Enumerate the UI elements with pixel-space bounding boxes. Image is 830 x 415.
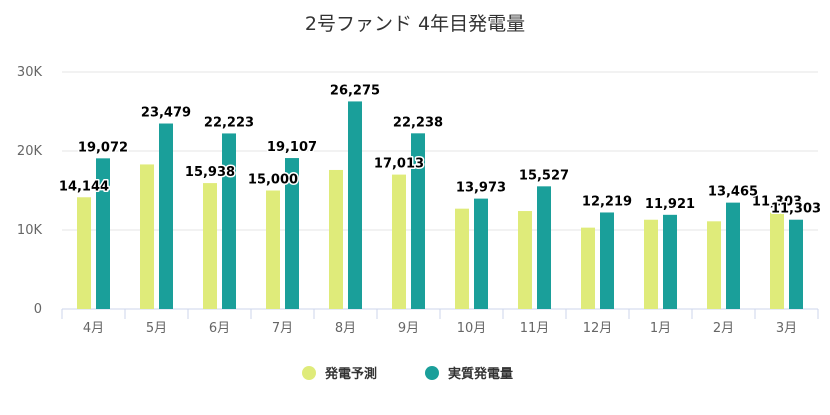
bar-actual[interactable] [663, 214, 677, 309]
x-tick-label: 3月 [776, 321, 797, 336]
x-tick-label: 1月 [650, 321, 671, 336]
x-axis: 4月 5月 6月 7月 8月 9月 10月 11月 12月 1月 2月 3月 [61, 309, 819, 336]
y-tick-label: 30K [17, 65, 43, 80]
x-tick-label: 4月 [83, 321, 104, 336]
legend-item-forecast[interactable]: 発電予測 [302, 366, 377, 382]
x-tick-label: 2月 [713, 321, 734, 336]
bar-forecast[interactable] [770, 212, 784, 309]
y-tick-label: 20K [17, 144, 43, 159]
data-label-actual: 22,238 [393, 115, 443, 130]
data-label-actual: 11,303 [771, 202, 821, 217]
bar-actual[interactable] [222, 133, 236, 309]
bar-actual[interactable] [537, 186, 551, 309]
data-label-forecast: 15,000 [248, 173, 298, 188]
bar-forecast[interactable] [518, 211, 532, 309]
bar-actual[interactable] [789, 219, 803, 309]
bar-forecast[interactable] [707, 221, 721, 309]
data-labels: 14,144 15,938 15,000 17,013 11,303 19,072 23,4… [57, 82, 822, 218]
x-tick-label: 11月 [520, 321, 550, 336]
bar-forecast[interactable] [644, 219, 658, 309]
bar-actual[interactable] [600, 212, 614, 309]
bar-actual[interactable] [726, 202, 740, 309]
data-label-actual: 12,219 [582, 194, 632, 209]
data-label-actual: 15,527 [519, 168, 569, 183]
data-label-actual: 19,107 [267, 140, 317, 155]
bar-actual[interactable] [159, 123, 173, 309]
bar-forecast[interactable] [203, 183, 217, 309]
bar-actual[interactable] [474, 198, 488, 309]
data-label-actual: 13,465 [708, 185, 758, 200]
legend-label-actual: 実質発電量 [448, 366, 513, 382]
data-label-actual: 23,479 [141, 106, 191, 121]
y-tick-label: 10K [17, 223, 43, 238]
data-label-forecast: 11,303 [752, 195, 802, 210]
x-tick-label: 6月 [209, 321, 230, 336]
data-label-actual: 13,973 [456, 181, 506, 196]
data-label-actual: 19,072 [78, 140, 128, 155]
data-label-actual: 22,223 [204, 115, 254, 130]
x-tick-label: 12月 [583, 321, 613, 336]
data-label-forecast: 14,144 [59, 179, 109, 194]
bar-forecast[interactable] [140, 164, 154, 309]
y-tick-label: 0 [34, 302, 42, 317]
bar-forecast[interactable] [329, 169, 343, 309]
legend-swatch-actual [425, 366, 439, 380]
bar-forecast[interactable] [266, 190, 280, 310]
data-label-actual: 11,921 [645, 197, 695, 212]
legend-label-forecast: 発電予測 [324, 366, 377, 382]
y-axis: 0 10K 20K 30K [17, 65, 43, 317]
bar-forecast[interactable] [77, 197, 91, 309]
chart-title: 2号ファンド 4年目発電量 [305, 13, 525, 35]
bar-actual[interactable] [411, 133, 425, 309]
data-label-forecast: 15,938 [185, 165, 235, 180]
bar-forecast[interactable] [581, 227, 595, 309]
x-tick-label: 9月 [398, 321, 419, 336]
bar-forecast[interactable] [392, 174, 406, 309]
bars [77, 101, 803, 310]
bar-actual[interactable] [348, 101, 362, 310]
x-tick-label: 10月 [457, 321, 487, 336]
x-tick-label: 8月 [335, 321, 356, 336]
data-label-actual: 26,275 [330, 83, 380, 98]
x-tick-label: 7月 [272, 321, 293, 336]
bar-actual[interactable] [285, 158, 299, 309]
bar-actual[interactable] [96, 158, 110, 309]
data-label-forecast: 17,013 [374, 157, 424, 172]
legend-item-actual[interactable]: 実質発電量 [425, 366, 513, 382]
bar-forecast[interactable] [455, 208, 469, 309]
x-tick-label: 5月 [146, 321, 167, 336]
legend: 発電予測 実質発電量 [302, 366, 513, 382]
legend-swatch-forecast [302, 366, 316, 380]
